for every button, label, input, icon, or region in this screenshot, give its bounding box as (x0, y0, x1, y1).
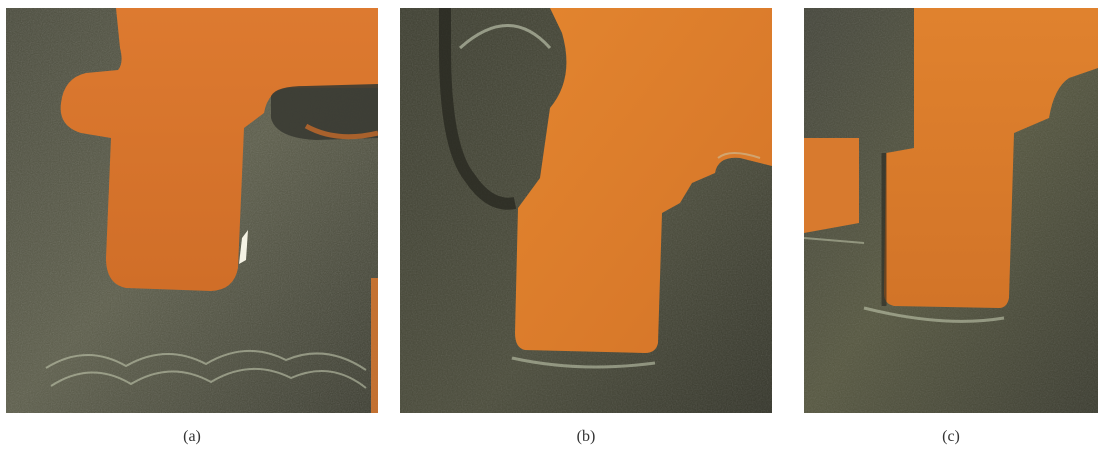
micrograph-image-b (400, 8, 772, 413)
edge-highlight-b (458, 24, 552, 50)
highlight-spot-a (239, 230, 248, 264)
orange-substrate-c (884, 8, 1098, 308)
caption-c: (c) (942, 428, 960, 445)
micrograph-panel-a (6, 8, 378, 413)
orange-wedge-c (804, 138, 859, 233)
micrograph-panel-c (804, 8, 1098, 413)
micrograph-panel-b (400, 8, 772, 413)
micrograph-image-a (6, 8, 378, 413)
caption-b: (b) (576, 428, 596, 445)
orange-substrate-b (515, 8, 772, 353)
caption-a: (a) (183, 428, 201, 445)
weld-seam-a (45, 350, 367, 389)
orange-substrate-a (60, 8, 378, 291)
micrograph-image-c (804, 8, 1098, 413)
